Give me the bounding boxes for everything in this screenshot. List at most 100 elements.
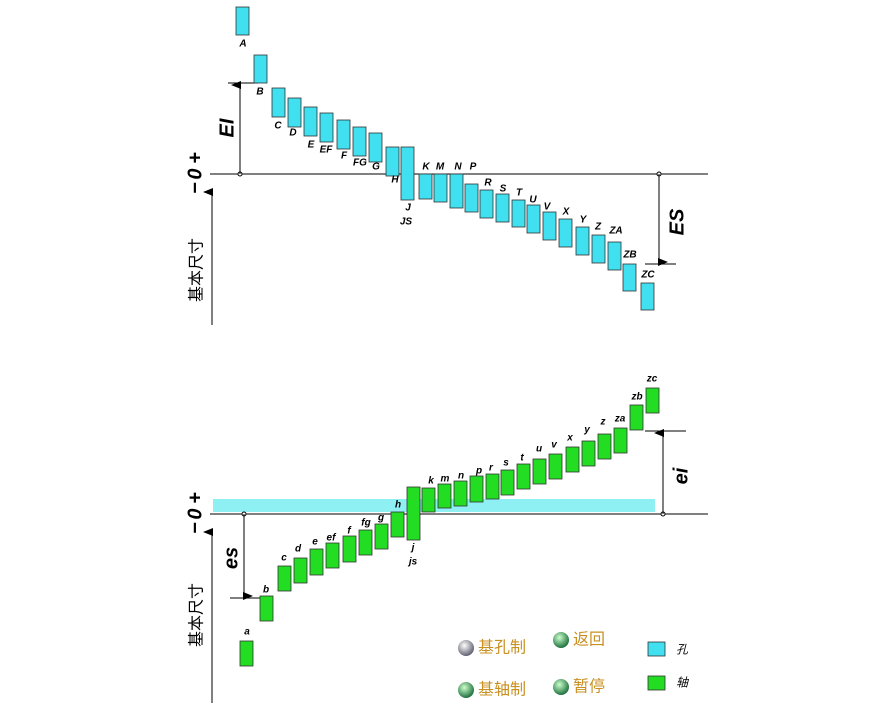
hole-zone-label: M bbox=[436, 162, 445, 173]
hole-zone-label: EF bbox=[320, 145, 334, 156]
shaft-zone bbox=[374, 523, 389, 550]
shaft-zone-label: x bbox=[566, 433, 573, 444]
button[interactable]: 暂停 bbox=[573, 677, 605, 696]
hole-zone bbox=[385, 146, 400, 177]
hole-zone-label: D bbox=[289, 128, 296, 139]
hole-zone-label: N bbox=[454, 162, 462, 173]
shaft-zone bbox=[453, 480, 468, 507]
shaft-zone bbox=[309, 548, 324, 576]
ei-label: EI bbox=[216, 118, 238, 137]
shaft-zone-label: k bbox=[428, 476, 434, 487]
minus: − bbox=[184, 182, 206, 194]
hole-zone bbox=[526, 204, 541, 234]
shaft-zone-label: e bbox=[312, 537, 318, 548]
zero: 0 bbox=[184, 508, 206, 519]
hole-zone bbox=[368, 132, 383, 163]
shaft-zone-label: zc bbox=[646, 374, 658, 385]
hole-zone bbox=[352, 126, 367, 157]
shaft-zone bbox=[421, 487, 436, 513]
hole-zone-label: FG bbox=[353, 158, 367, 169]
shaft-zone-label: m bbox=[441, 474, 450, 485]
shaft-zone-label: z bbox=[600, 417, 606, 428]
shaft-zone-label: js bbox=[407, 557, 418, 568]
shaft-zone bbox=[358, 529, 373, 556]
shaft-zone bbox=[485, 473, 500, 500]
hole-zone-label: ZC bbox=[640, 270, 655, 281]
button-icon[interactable] bbox=[553, 679, 569, 695]
shaft-zone bbox=[390, 511, 405, 538]
hole-zone-label: A bbox=[238, 39, 246, 50]
hole-zone bbox=[495, 193, 510, 223]
hole-zone bbox=[479, 189, 494, 219]
es-label: ES bbox=[666, 208, 688, 235]
hole-zone-label: U bbox=[529, 195, 537, 206]
shaft-zone bbox=[629, 404, 644, 431]
hole-zone bbox=[591, 234, 606, 264]
shaft-zone-label: p bbox=[475, 466, 482, 477]
button[interactable]: 返回 bbox=[573, 630, 605, 649]
hole-zone-label: Y bbox=[580, 215, 588, 226]
hole-zone-label: X bbox=[562, 207, 571, 218]
shaft-zone-label: n bbox=[458, 471, 464, 482]
button-icon[interactable] bbox=[553, 632, 569, 648]
shaft-zone-label: fg bbox=[361, 518, 370, 529]
plus: + bbox=[184, 152, 206, 164]
button[interactable]: 基轴制 bbox=[478, 680, 526, 699]
hole-zone-label: F bbox=[341, 151, 348, 162]
hole-zone bbox=[464, 183, 479, 213]
hole-zone bbox=[511, 199, 526, 228]
hole-zone bbox=[271, 87, 286, 118]
hole-zone bbox=[319, 112, 334, 143]
hole-zone bbox=[418, 173, 433, 200]
controls: 基孔制 返回 基轴制 暂停 孔 轴 bbox=[458, 630, 690, 699]
hole-zone bbox=[253, 54, 268, 84]
shaft-zone-label: r bbox=[489, 463, 494, 474]
shaft-zone-label: b bbox=[263, 585, 269, 596]
zero: 0 bbox=[184, 168, 206, 179]
hole-zone-label: ZB bbox=[622, 250, 636, 261]
ei-label: ei bbox=[670, 467, 692, 484]
legend-label: 轴 bbox=[676, 676, 690, 690]
minus: − bbox=[184, 522, 206, 534]
shaft-zone bbox=[500, 469, 515, 496]
hole-zone-label: Z bbox=[594, 222, 602, 233]
shaft-zone bbox=[437, 483, 452, 509]
hole-zone-label: H bbox=[391, 175, 399, 186]
hole-zone bbox=[449, 173, 464, 209]
shaft-zone-label: y bbox=[583, 425, 590, 436]
shaft-zone-label: zb bbox=[630, 392, 642, 403]
hole-zone bbox=[235, 6, 250, 36]
hole-zone bbox=[287, 97, 302, 128]
shaft-zone bbox=[613, 427, 628, 454]
shaft-zone-label: za bbox=[614, 414, 626, 425]
shaft-zone bbox=[293, 557, 308, 584]
hole-zone-label: J bbox=[405, 203, 411, 214]
shaft-zone-label: d bbox=[295, 544, 302, 555]
shaft-zone-label: t bbox=[520, 453, 524, 464]
shaft-zone-label: j bbox=[410, 543, 415, 554]
hole-zone-label: T bbox=[516, 188, 523, 199]
shaft-zone-label: c bbox=[281, 553, 287, 564]
hole-zone-label: E bbox=[308, 140, 315, 151]
hole-zone-label: ZA bbox=[608, 226, 622, 237]
hole-diagram: EI ES 基本尺寸 − 0 + A B CD E EF F FG GH J JS K M N PRS TU… bbox=[184, 6, 708, 325]
shaft-zone bbox=[342, 535, 357, 563]
shaft-zone-label: g bbox=[377, 513, 384, 524]
shaft-zone-label: s bbox=[503, 458, 509, 469]
hole-zone bbox=[433, 173, 448, 203]
hole-zone-label: G bbox=[372, 162, 380, 173]
legend-swatch bbox=[647, 641, 666, 657]
shaft-zone bbox=[469, 475, 484, 503]
hole-zone bbox=[607, 241, 622, 271]
hole-zone bbox=[336, 119, 351, 150]
shaft-zone bbox=[516, 463, 531, 490]
radio-icon[interactable] bbox=[458, 682, 474, 698]
hole-zone-label: P bbox=[470, 162, 477, 173]
hole-zone bbox=[303, 106, 318, 137]
button[interactable]: 基孔制 bbox=[478, 638, 526, 657]
hole-zone-label: JS bbox=[400, 217, 413, 228]
radio-icon[interactable] bbox=[458, 640, 474, 656]
shaft-zone-label: f bbox=[347, 526, 352, 537]
shaft-zone bbox=[548, 453, 563, 480]
